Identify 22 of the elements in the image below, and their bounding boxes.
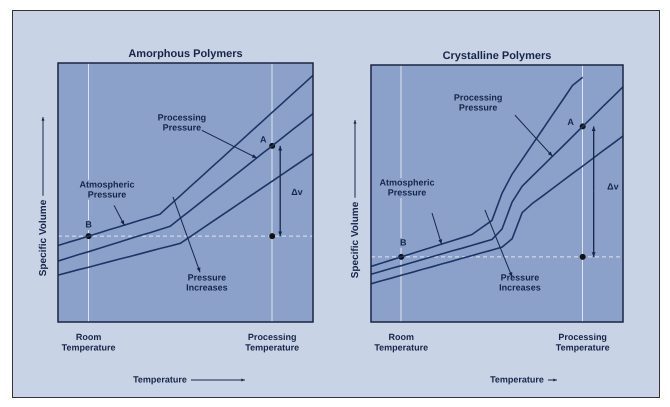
x-tick-label: Room Temperature (62, 332, 116, 353)
y-axis-title: Specific Volume (38, 199, 49, 276)
annotation: A (260, 134, 267, 144)
x-tick-label: Processing Temperature (556, 332, 610, 353)
annotation: B (400, 237, 407, 248)
annotation: Δv (291, 186, 303, 197)
annotation: Processing Pressure (454, 92, 502, 113)
annotation: Processing Pressure (158, 112, 206, 133)
x-tick-label: Room Temperature (374, 332, 428, 353)
x-tick-label: Processing Temperature (245, 332, 300, 353)
chart-title: Crystalline Polymers (442, 50, 552, 62)
annotation: Atmospheric Pressure (79, 179, 134, 200)
x-axis-title: Temperature (133, 374, 187, 384)
annotation: Pressure Increases (186, 272, 228, 292)
annotation: Δv (607, 182, 619, 192)
annotation: Pressure Increases (499, 272, 541, 292)
annotation: B (85, 220, 92, 230)
y-axis-title: Specific Volume (350, 201, 361, 278)
annotation: A (567, 116, 574, 127)
annotation: Atmospheric Pressure (380, 178, 435, 198)
x-axis-title: Temperature (490, 374, 544, 384)
chart-title: Amorphous Polymers (128, 48, 243, 60)
